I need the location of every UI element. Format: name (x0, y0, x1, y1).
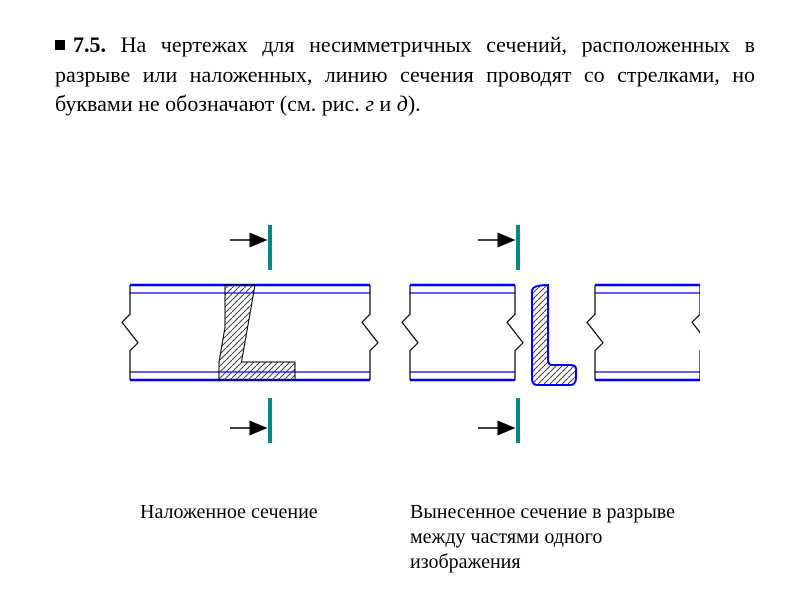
paragraph-tail: ). (408, 91, 421, 116)
diagram-svg (100, 180, 700, 490)
conj-and: и (374, 91, 397, 116)
ref-g: г (365, 91, 374, 116)
diagram-area (100, 180, 700, 490)
caption-left: Наложенное сечение (140, 500, 320, 525)
paragraph-number: 7.5. (73, 32, 106, 57)
bullet-icon (55, 40, 65, 50)
caption-right: Вынесенное сечение в разрыве между частя… (410, 500, 690, 575)
ref-d: д (397, 91, 408, 116)
paragraph-text: 7.5. На чертежах для несимметричных сече… (55, 30, 755, 119)
